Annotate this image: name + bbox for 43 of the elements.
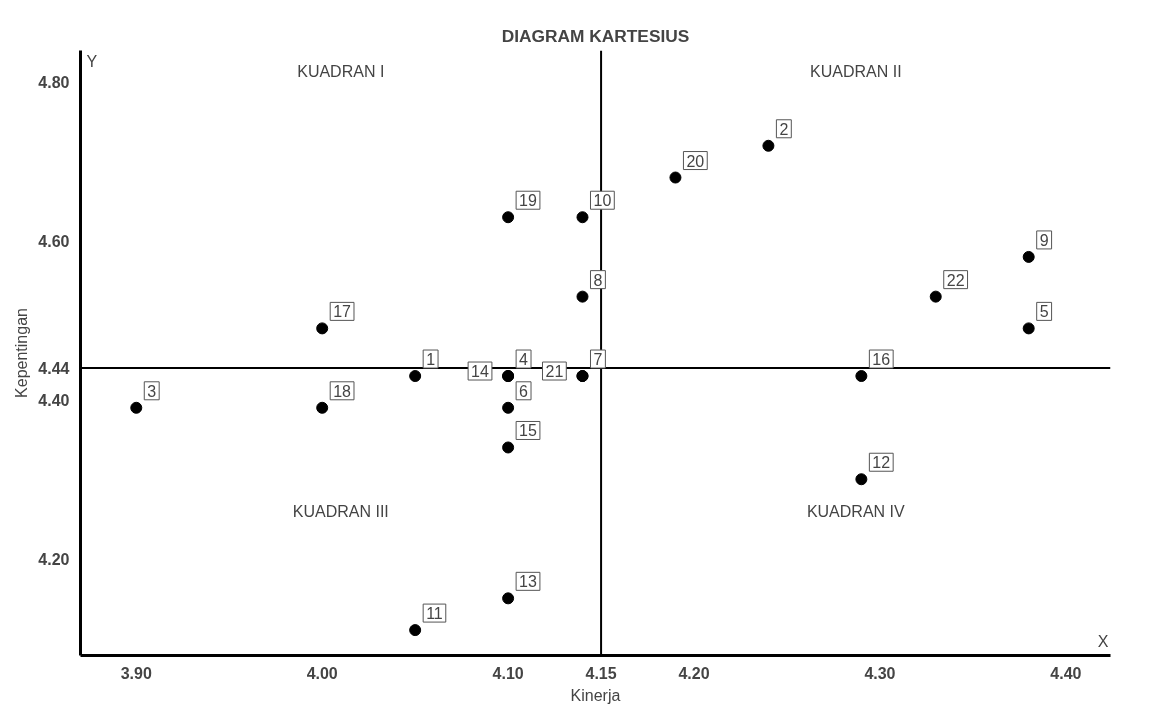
annotation: 1	[426, 351, 436, 369]
annotation: 15	[519, 422, 538, 440]
x-tick-label: 4.30	[864, 664, 896, 682]
y-tick-label: 4.40	[38, 391, 70, 409]
x-axis-title: Kinerja	[570, 686, 621, 704]
annotation: 16	[872, 351, 891, 369]
chart-title: DIAGRAM KARTESIUS	[501, 25, 690, 46]
annotation: Y	[86, 52, 98, 70]
x-tick-label: 4.10	[492, 664, 524, 682]
annotation: X	[1097, 632, 1109, 650]
annotation: 18	[333, 382, 352, 400]
annotation: 4	[519, 351, 529, 369]
annotation: 21	[545, 363, 564, 381]
annotation: 2	[779, 120, 789, 138]
x-tick-label: 4.00	[306, 664, 338, 682]
y-tick-label: 4.20	[38, 550, 70, 568]
annotation: 9	[1039, 231, 1049, 249]
x-tick-label: 4.15	[585, 664, 617, 682]
annotation: 6	[519, 382, 529, 400]
annotation: 10	[593, 192, 612, 210]
annotation: 5	[1039, 303, 1049, 321]
annotation: 13	[519, 573, 538, 591]
annotation: KUADRAN IV	[806, 503, 906, 521]
annotation: 12	[872, 454, 891, 472]
y-tick-label: 4.60	[38, 233, 70, 251]
annotation: 8	[593, 271, 603, 289]
annotation: KUADRAN III	[292, 503, 389, 521]
y-tick-label: 4.80	[38, 74, 70, 92]
x-tick-label: 4.20	[678, 664, 710, 682]
annotation: 17	[333, 303, 352, 321]
annotation: 14	[471, 363, 490, 381]
x-tick-label: 3.90	[120, 664, 152, 682]
y-axis-title: Kepentingan	[13, 308, 31, 398]
annotation: KUADRAN II	[810, 62, 902, 80]
y-tick-label: 4.44	[38, 360, 70, 378]
annotation: 19	[519, 192, 538, 210]
x-tick-label: 4.40	[1050, 664, 1082, 682]
annotation: 3	[147, 382, 157, 400]
annotation: 20	[686, 152, 705, 170]
annotation: 22	[946, 271, 965, 289]
annotation: 11	[426, 605, 443, 623]
annotation: 7	[593, 351, 603, 369]
annotation: KUADRAN I	[297, 62, 385, 80]
